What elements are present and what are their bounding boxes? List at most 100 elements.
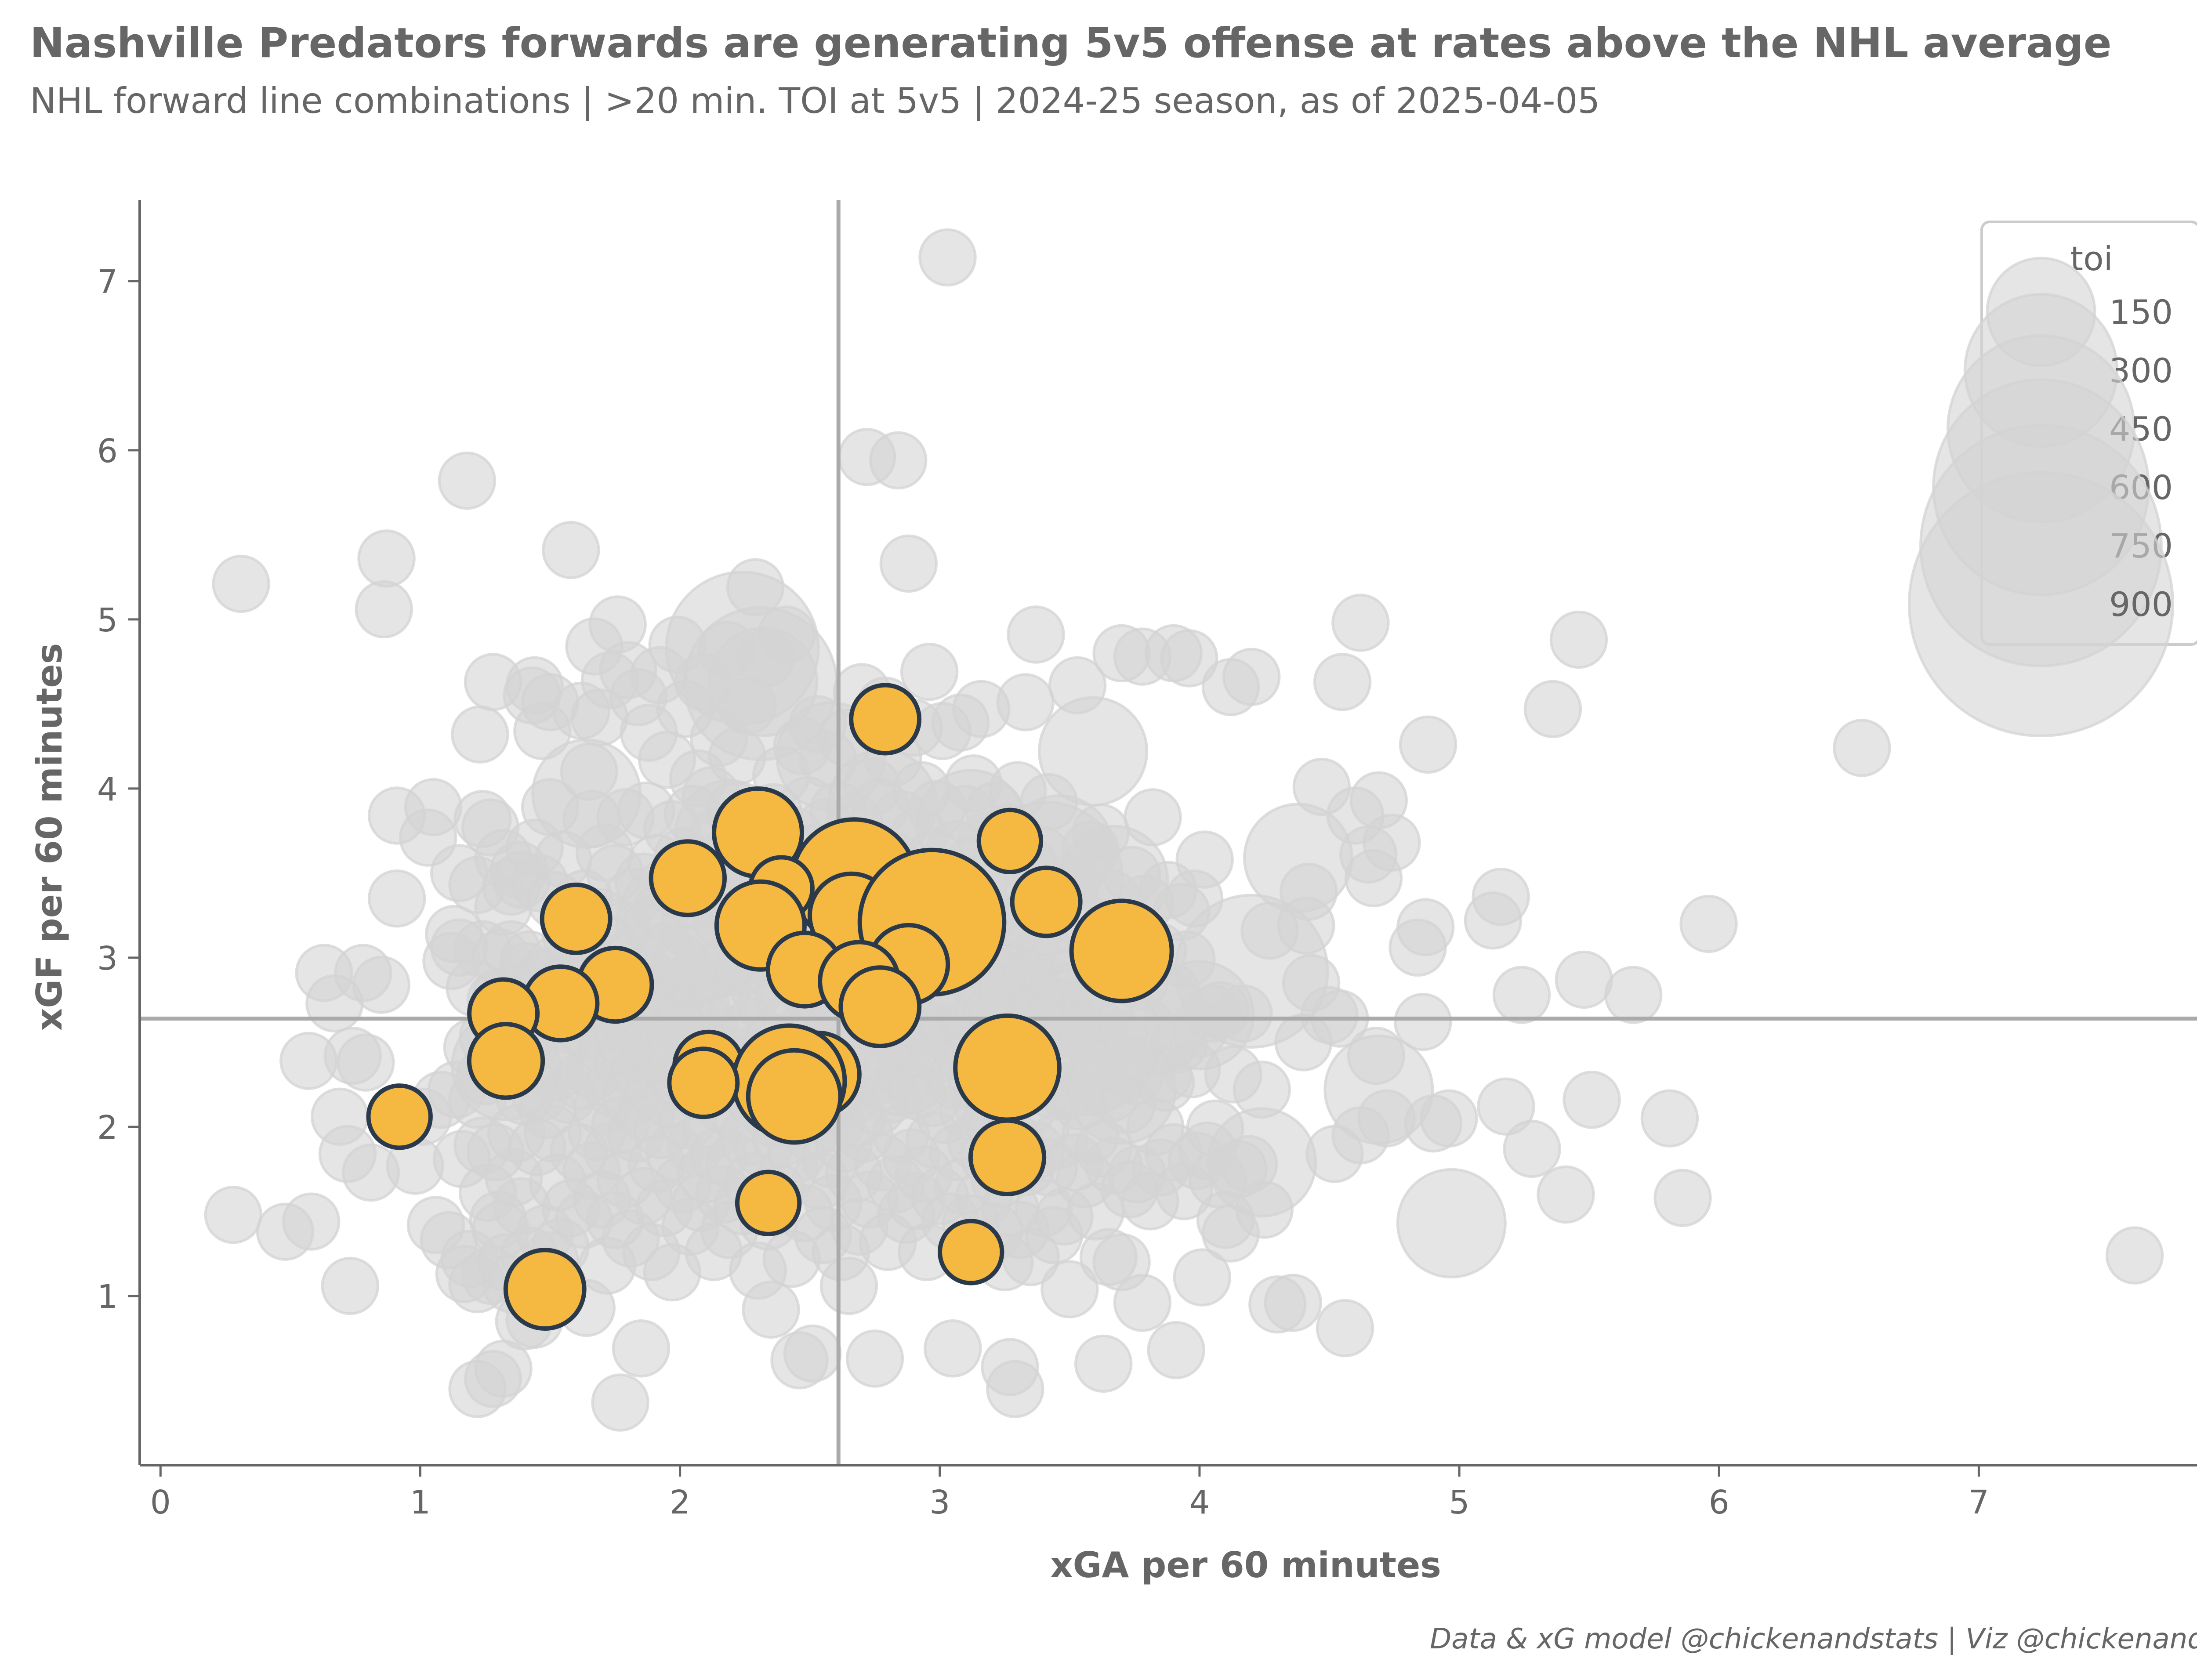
league-point (1679, 894, 1738, 953)
league-point (1160, 629, 1218, 688)
team-point (735, 1169, 802, 1236)
league-point (996, 673, 1055, 731)
team-point (540, 882, 613, 955)
league-point (1323, 1034, 1434, 1145)
league-point (1653, 1169, 1712, 1227)
league-point (1007, 605, 1065, 664)
league-point (1472, 868, 1530, 926)
team-point (976, 807, 1044, 875)
team-point (503, 1248, 587, 1331)
team-point (667, 1046, 740, 1119)
league-point (1477, 1077, 1535, 1136)
y-tick-label: 2 (97, 1109, 118, 1147)
league-point (321, 1256, 379, 1315)
team-points (366, 683, 1174, 1331)
league-point (683, 606, 838, 761)
y-tick-label: 7 (97, 263, 118, 301)
league-point (1175, 830, 1234, 889)
league-point (282, 1192, 341, 1251)
league-point (1640, 1089, 1699, 1148)
league-point (1040, 1260, 1099, 1318)
team-point (467, 1022, 545, 1100)
league-point (986, 1360, 1044, 1418)
x-tick-label: 7 (1969, 1484, 1989, 1521)
league-point (1174, 894, 1329, 1049)
league-point (404, 778, 463, 836)
y-axis-label: xGF per 60 minutes (29, 643, 70, 1031)
league-point (1313, 653, 1372, 711)
league-point (1074, 1334, 1133, 1393)
league-point (1537, 1165, 1595, 1224)
league-point (1604, 966, 1663, 1024)
legend-marker (1908, 471, 2174, 737)
team-point (746, 1048, 843, 1145)
league-point (368, 869, 426, 928)
y-tick-label: 6 (97, 432, 118, 470)
league-point (819, 1256, 878, 1315)
x-tick-label: 5 (1449, 1484, 1470, 1521)
y-tick-label: 3 (97, 940, 118, 978)
league-point (918, 228, 977, 287)
league-point (1396, 1168, 1507, 1278)
league-point (1523, 680, 1582, 739)
x-tick-label: 0 (150, 1484, 171, 1521)
x-tick-label: 4 (1189, 1484, 1210, 1521)
league-point (1222, 648, 1281, 706)
legend: toi150300450600750900 (1908, 221, 2197, 737)
x-tick-label: 3 (929, 1484, 950, 1521)
league-point (612, 1319, 671, 1378)
team-point (1010, 865, 1083, 938)
league-point (1264, 1274, 1322, 1332)
league-point (1492, 966, 1551, 1024)
axes: 0 1 2 3 4 5 6 7 1 2 3 4 5 6 7 (97, 200, 2197, 1521)
league-point (591, 1373, 649, 1432)
league-point (337, 1033, 395, 1092)
league-point (1396, 898, 1455, 956)
league-point (845, 1329, 904, 1388)
league-point (352, 956, 410, 1014)
league-point (355, 580, 413, 639)
league-point (531, 738, 642, 849)
x-tick-label: 6 (1709, 1484, 1729, 1521)
league-point (742, 1280, 800, 1339)
league-point (2105, 1226, 2164, 1285)
credit-text: Data & xG model @chickenandstats | Viz @… (1430, 1623, 2197, 1655)
league-point (204, 1186, 262, 1244)
league-point (879, 534, 938, 593)
legend-label: 900 (2109, 585, 2173, 624)
y-tick-label: 5 (97, 601, 118, 639)
x-tick-label: 2 (670, 1484, 690, 1521)
league-point (1173, 1248, 1232, 1307)
league-point (869, 431, 928, 490)
team-point (1069, 898, 1174, 1003)
league-point (1207, 1107, 1317, 1218)
league-point (1549, 610, 1608, 669)
league-point (783, 1324, 842, 1383)
legend-label: 150 (2109, 293, 2173, 332)
league-point (1038, 696, 1149, 807)
x-tick-label: 1 (410, 1484, 431, 1521)
league-point (1833, 719, 1891, 777)
team-point (938, 1219, 1004, 1285)
league-point (1555, 950, 1613, 1009)
team-point (953, 1013, 1062, 1122)
team-point (649, 839, 727, 917)
team-point (968, 1118, 1047, 1197)
league-point (357, 529, 416, 588)
league-point (1399, 715, 1457, 774)
chart-title: Nashville Predators forwards are generat… (30, 19, 2111, 67)
team-point (849, 683, 922, 756)
chart-subtitle: NHL forward line combinations | >20 min.… (30, 80, 1600, 122)
x-axis-label: xGA per 60 minutes (1050, 1545, 1441, 1586)
league-point (924, 1319, 982, 1378)
league-point (1113, 1274, 1172, 1332)
league-point (1316, 1299, 1374, 1358)
league-point (1563, 1071, 1621, 1129)
team-point (366, 1083, 433, 1150)
league-point (900, 643, 959, 701)
league-point (542, 521, 600, 579)
league-point (438, 451, 497, 510)
league-point (1363, 813, 1421, 872)
